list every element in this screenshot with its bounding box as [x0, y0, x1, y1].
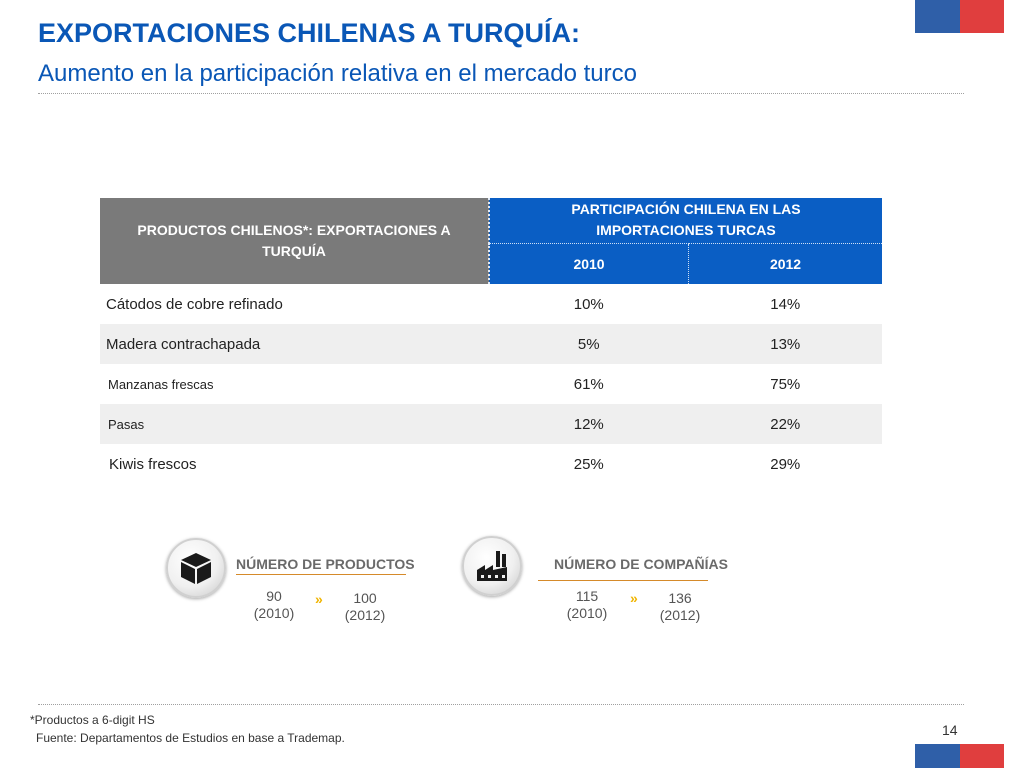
- products-stat-underline: [236, 574, 406, 575]
- share-2010: 12%: [489, 404, 689, 444]
- table-row: Cátodos de cobre refinado 10% 14%: [100, 284, 882, 324]
- share-2010: 5%: [489, 324, 689, 364]
- participation-column-header: PARTICIPACIÓN CHILENA EN LAS IMPORTACION…: [489, 198, 882, 244]
- share-2012: 14%: [770, 295, 801, 313]
- box-icon: [166, 538, 226, 598]
- share-2010: 61%: [573, 375, 604, 393]
- share-2012: 29%: [770, 455, 801, 473]
- source-note: Fuente: Departamentos de Estudios en bas…: [36, 731, 345, 745]
- share-2010: 10%: [573, 295, 604, 313]
- footer-divider: [38, 704, 964, 705]
- products-to-year: (2012): [344, 607, 386, 623]
- share-2012: 22%: [688, 404, 882, 444]
- products-column-header: PRODUCTOS CHILENOS*: EXPORTACIONES A TUR…: [100, 198, 490, 284]
- flag-blue-block: [915, 744, 960, 768]
- products-to: 100 (2012): [340, 590, 390, 624]
- page-number: 14: [942, 722, 958, 738]
- flag-red-block: [959, 0, 1004, 33]
- flag-red-block: [959, 744, 1004, 768]
- share-2010: 25%: [573, 455, 604, 473]
- page-title: EXPORTACIONES CHILENAS A TURQUÍA:: [38, 18, 581, 48]
- product-name: Cátodos de cobre refinado: [106, 295, 283, 313]
- header-divider: [38, 93, 964, 94]
- products-from: 90 (2010): [252, 588, 296, 622]
- companies-arrow-icon: »: [630, 590, 638, 606]
- companies-stat-underline: [538, 580, 708, 581]
- table-row: Manzanas frescas 61% 75%: [100, 364, 882, 404]
- participation-table: PRODUCTOS CHILENOS*: EXPORTACIONES A TUR…: [100, 198, 882, 484]
- companies-stat-label: NÚMERO DE COMPAÑÍAS: [554, 556, 728, 572]
- companies-to-value: 136: [668, 590, 692, 606]
- participation-column-header-label: PARTICIPACIÓN CHILENA EN LAS IMPORTACION…: [571, 201, 801, 239]
- product-name: Madera contrachapada: [100, 324, 489, 364]
- companies-from-year: (2010): [566, 605, 608, 621]
- page-subtitle: Aumento en la participación relativa en …: [38, 60, 637, 87]
- products-stat-label: NÚMERO DE PRODUCTOS: [236, 556, 415, 572]
- table-row: Kiwis frescos 25% 29%: [100, 444, 882, 484]
- companies-from-value: 115: [575, 588, 599, 604]
- share-2012: 13%: [688, 324, 882, 364]
- products-arrow-icon: »: [315, 591, 323, 607]
- companies-to: 136 (2012): [654, 590, 706, 624]
- flag-top-decoration: [915, 0, 1004, 33]
- products-from-year: (2010): [253, 605, 295, 621]
- companies-from: 115 (2010): [562, 588, 612, 622]
- table-row: Madera contrachapada 5% 13%: [100, 324, 882, 364]
- products-to-value: 100: [353, 590, 377, 606]
- companies-to-year: (2012): [659, 607, 701, 623]
- products-column-header-label: PRODUCTOS CHILENOS*: EXPORTACIONES A TUR…: [137, 222, 451, 259]
- flag-bottom-decoration: [915, 744, 1004, 768]
- product-name: Kiwis frescos: [109, 455, 197, 473]
- products-from-value: 90: [266, 588, 282, 604]
- product-name: Manzanas frescas: [108, 376, 214, 392]
- table-row: Pasas 12% 22%: [100, 404, 882, 444]
- footnote: *Productos a 6-digit HS: [30, 713, 155, 727]
- product-name: Pasas: [100, 404, 489, 444]
- year-header-2012: 2012: [688, 243, 882, 284]
- share-2012: 75%: [770, 375, 801, 393]
- flag-blue-block: [915, 0, 960, 33]
- year-header-2010: 2010: [489, 243, 690, 284]
- factory-icon: [462, 536, 522, 596]
